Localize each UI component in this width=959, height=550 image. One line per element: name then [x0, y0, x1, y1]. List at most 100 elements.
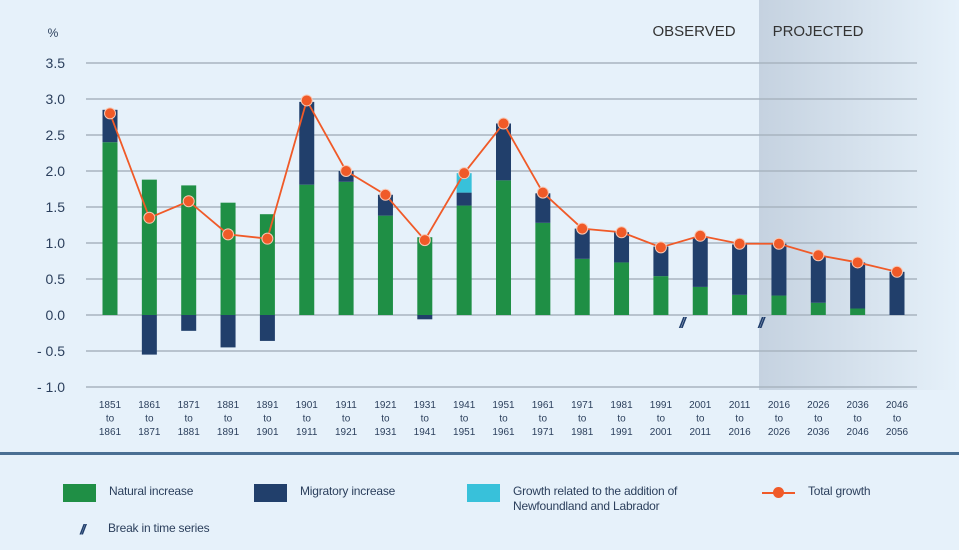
observed-label: OBSERVED — [652, 23, 735, 40]
total-growth-point — [222, 228, 235, 241]
natural-increase-bar — [417, 237, 433, 315]
x-tick-label-line: 1971 — [532, 427, 555, 438]
natural-increase-bar — [692, 286, 708, 315]
total-growth-point — [497, 117, 510, 130]
legend-item-natural-increase: Natural increase — [63, 484, 193, 502]
x-axis-tick-labels: 1851to18611861to18711871to18811881to1891… — [99, 400, 909, 438]
legend-item-migratory-increase: Migratory increase — [254, 484, 395, 502]
x-tick-label-line: 1991 — [650, 400, 673, 411]
y-tick-label: 3.5 — [46, 55, 66, 71]
total-growth-point — [458, 167, 471, 180]
x-tick-label-line: 1981 — [610, 400, 633, 411]
y-tick-label: 3.0 — [46, 91, 66, 107]
total-growth-point — [851, 256, 864, 269]
y-tick-label: 0.0 — [46, 307, 66, 323]
x-tick-label-line: 1991 — [610, 427, 633, 438]
total-growth-point — [615, 226, 628, 239]
x-tick-label-line: to — [342, 414, 351, 425]
legend-item-total-growth: Total growth — [762, 484, 871, 502]
x-tick-label: 1861 to 1871 — [138, 400, 161, 438]
x-tick-label: 1941 to 1951 — [453, 400, 476, 438]
y-tick-label: - 0.5 — [37, 343, 65, 359]
x-tick-label-line: 2056 — [886, 427, 909, 438]
migratory-increase-bar — [732, 244, 748, 295]
x-tick-label-line: 1961 — [492, 427, 515, 438]
x-tick-label-line: 2036 — [847, 400, 870, 411]
x-tick-label-line: 1911 — [296, 427, 318, 438]
x-tick-label: 2046 to 2056 — [886, 400, 909, 438]
legend-item-newfoundland: Growth related to the addition of Newfou… — [467, 484, 677, 514]
total-growth-line — [104, 94, 903, 278]
natural-increase-swatch — [63, 484, 96, 502]
natural-increase-bar — [141, 179, 157, 315]
total-growth-point — [733, 237, 746, 250]
legend-label: Growth related to the addition of Newfou… — [513, 484, 677, 514]
x-tick-label-line: 1951 — [492, 400, 515, 411]
x-tick-label-line: 1941 — [414, 427, 437, 438]
break-glyph-icon: // — [80, 521, 86, 537]
natural-increase-bar — [574, 258, 590, 315]
x-tick-label-line: 1881 — [217, 400, 240, 411]
x-tick-label-line: 2026 — [768, 427, 791, 438]
x-tick-label-line: to — [696, 414, 705, 425]
migratory-increase-bar — [653, 246, 669, 277]
y-tick-label: 1.5 — [46, 199, 66, 215]
natural-increase-bar — [181, 185, 197, 315]
total-growth-point — [536, 186, 549, 199]
total-growth-point — [340, 165, 353, 177]
x-tick-label-line: 2016 — [728, 427, 751, 438]
total-growth-point — [576, 222, 589, 235]
y-tick-label: 1.0 — [46, 235, 66, 251]
break-markers: //// — [678, 315, 768, 332]
x-tick-label-line: to — [421, 414, 430, 425]
legend: Natural increase Migratory increase Grow… — [0, 452, 959, 550]
legend-label-line1: Growth related to the addition of — [513, 484, 678, 498]
natural-increase-bar — [653, 276, 669, 315]
x-tick-label: 1931 to 1941 — [414, 400, 437, 438]
total-growth-point — [379, 188, 392, 201]
x-tick-label-line: to — [893, 414, 902, 425]
x-tick-label: 1851 to 1861 — [99, 400, 122, 438]
natural-increase-bar — [810, 302, 826, 315]
x-tick-label-line: 2046 — [847, 427, 870, 438]
migratory-increase-bar — [456, 192, 472, 206]
x-tick-label-line: 1931 — [374, 427, 397, 438]
x-tick-label-line: 1921 — [374, 400, 397, 411]
x-tick-label-line: 1951 — [453, 427, 476, 438]
migratory-increase-bar — [535, 193, 551, 223]
x-tick-label-line: 1851 — [99, 400, 122, 411]
migratory-increase-bar — [692, 237, 708, 287]
x-tick-label-line: 2046 — [886, 400, 909, 411]
x-tick-label-line: 2011 — [689, 427, 711, 438]
total-growth-point — [143, 211, 156, 224]
x-tick-label-line: to — [853, 414, 862, 425]
natural-increase-bar — [220, 202, 236, 315]
x-tick-label: 1881 to 1891 — [217, 400, 240, 438]
x-tick-label: 1901 to 1911 — [296, 400, 319, 438]
x-tick-label-line: to — [145, 414, 154, 425]
total-growth-point — [654, 241, 667, 254]
migratory-increase-bar — [220, 315, 236, 348]
natural-increase-bar — [299, 184, 315, 315]
x-tick-label-line: 1861 — [99, 427, 122, 438]
total-growth-point — [418, 234, 431, 247]
natural-increase-bar — [732, 294, 748, 315]
x-tick-label-line: to — [578, 414, 587, 425]
migratory-increase-bar — [496, 123, 511, 181]
x-tick-label-line: 1881 — [178, 427, 201, 438]
x-tick-label-line: 1891 — [256, 400, 279, 411]
x-tick-label-line: 1971 — [571, 400, 594, 411]
y-tick-label: 2.0 — [46, 163, 66, 179]
x-tick-label-line: 1941 — [453, 400, 476, 411]
legend-label-line2: Newfoundland and Labrador — [513, 499, 660, 513]
x-tick-label: 2026 to 2036 — [807, 400, 830, 438]
y-tick-label: 2.5 — [46, 127, 66, 143]
legend-label: Natural increase — [109, 484, 194, 498]
natural-increase-bar — [850, 308, 866, 315]
legend-label: Migratory increase — [300, 484, 396, 498]
total-growth-line-swatch — [762, 484, 795, 502]
x-tick-label-line: 1861 — [138, 400, 161, 411]
projected-region-shade — [759, 0, 959, 390]
x-tick-label-line: 2011 — [729, 400, 751, 411]
break-in-series-marker: // — [678, 315, 687, 332]
